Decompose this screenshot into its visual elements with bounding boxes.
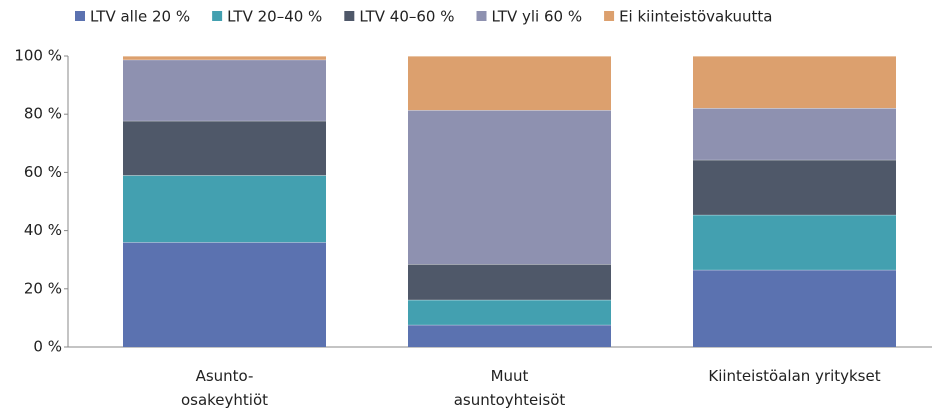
legend-swatch bbox=[75, 11, 85, 21]
bar-segment bbox=[408, 324, 611, 347]
legend-label: LTV alle 20 % bbox=[90, 8, 190, 26]
y-tick-label: 80 % bbox=[24, 105, 62, 123]
x-tick-line: asuntoyhteisöt bbox=[454, 391, 566, 409]
y-tick-label: 20 % bbox=[24, 279, 62, 297]
bar-segment bbox=[693, 214, 896, 270]
legend-label: LTV 40–60 % bbox=[359, 8, 454, 26]
y-tick-label: 60 % bbox=[24, 163, 62, 181]
x-tick-line: Asunto- bbox=[196, 367, 254, 385]
x-tick-label: Asunto-osakeyhtiöt bbox=[181, 367, 268, 409]
bar-segment bbox=[693, 269, 896, 347]
y-tick-label: 0 % bbox=[33, 338, 62, 356]
x-tick-line: Kiinteistöalan yritykset bbox=[708, 367, 880, 385]
bar-segment bbox=[123, 242, 326, 347]
bar-segment bbox=[408, 110, 611, 265]
bar-segment bbox=[123, 175, 326, 243]
legend-swatch bbox=[604, 11, 615, 21]
x-tick-line: osakeyhtiöt bbox=[181, 391, 268, 409]
legend-label: Ei kiinteistövakuutta bbox=[619, 8, 772, 26]
bar-segment bbox=[408, 299, 611, 325]
bar-segment bbox=[123, 59, 326, 121]
legend-swatch bbox=[476, 11, 487, 21]
legend-label: LTV 20–40 % bbox=[227, 8, 322, 26]
bar-segment bbox=[693, 56, 896, 109]
legend-label: LTV yli 60 % bbox=[492, 8, 583, 26]
bar-segment bbox=[693, 108, 896, 160]
legend-swatch bbox=[344, 11, 355, 21]
bar-segment bbox=[123, 120, 326, 176]
x-tick-label: Kiinteistöalan yritykset bbox=[708, 367, 880, 385]
y-tick-label: 100 % bbox=[14, 47, 62, 65]
y-tick-label: 40 % bbox=[24, 221, 62, 239]
bar-segment bbox=[123, 56, 326, 60]
bar-segment bbox=[408, 56, 611, 111]
x-tick-label: Muut asuntoyhteisöt bbox=[454, 367, 566, 409]
bar-segment bbox=[408, 264, 611, 300]
x-tick-line: Muut bbox=[491, 367, 529, 385]
bar-segment bbox=[693, 159, 896, 215]
legend-swatch bbox=[212, 11, 223, 21]
